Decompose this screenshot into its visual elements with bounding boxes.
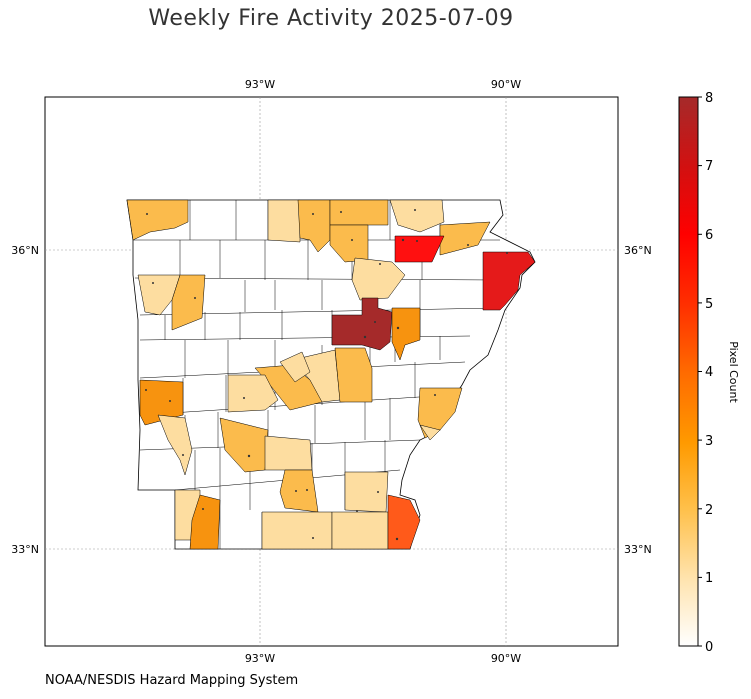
colorbar-label: Pixel Count [727, 341, 740, 403]
bottom-lon-label-1: 93°W [245, 652, 275, 665]
colorbar [678, 96, 699, 647]
map-title: Weekly Fire Activity 2025-07-09 [148, 6, 514, 31]
left-lat-label-1: 36°N [11, 244, 39, 257]
colorbar-tick-3: 3 [705, 434, 713, 449]
top-lon-label-1: 93°W [245, 78, 275, 91]
colorbar-tick-2: 2 [705, 503, 713, 518]
county-chicot [387, 494, 421, 550]
colorbar-ticks [698, 96, 702, 647]
county-crawford [137, 274, 181, 316]
colorbar-tick-0: 0 [705, 640, 713, 655]
right-lat-label-2: 33°N [624, 543, 652, 556]
colorbar-tick-1: 1 [705, 571, 713, 586]
top-lon-label-2: 90°W [491, 78, 521, 91]
county-drew [344, 471, 389, 513]
county-randolph [389, 199, 445, 233]
county-greene [394, 235, 445, 263]
fire-detections [145, 209, 508, 541]
county-clark [219, 417, 269, 473]
bottom-lon-label-2: 90°W [491, 652, 521, 665]
left-lat-label-2: 33°N [11, 543, 39, 556]
county-polk [157, 414, 193, 476]
right-lat-label-1: 36°N [624, 244, 652, 257]
county-franklin [171, 274, 206, 331]
county-garland [227, 374, 279, 413]
colorbar-tick-4: 4 [705, 365, 713, 380]
county-phillips [419, 424, 441, 441]
county-lonoke [334, 347, 373, 403]
county-baxter [329, 199, 389, 226]
county-woodruff [391, 307, 421, 361]
county-benton [126, 199, 189, 241]
colorbar-tick-7: 7 [705, 159, 713, 174]
colorbar-tick-6: 6 [705, 228, 713, 243]
county-fulton [267, 199, 301, 243]
fire-counties [126, 199, 536, 550]
credit-text: NOAA/NESDIS Hazard Mapping System [45, 673, 299, 688]
county-union [261, 511, 333, 550]
county-dallas [264, 435, 313, 471]
county-cleveland [279, 469, 319, 513]
county-mississippi [482, 251, 536, 311]
county-lafayette [189, 494, 221, 550]
colorbar-tick-8: 8 [705, 91, 713, 106]
county-pulaski [279, 351, 311, 383]
county-independence [351, 257, 406, 301]
colorbar-tick-5: 5 [705, 297, 713, 312]
county-ashley [331, 511, 389, 550]
